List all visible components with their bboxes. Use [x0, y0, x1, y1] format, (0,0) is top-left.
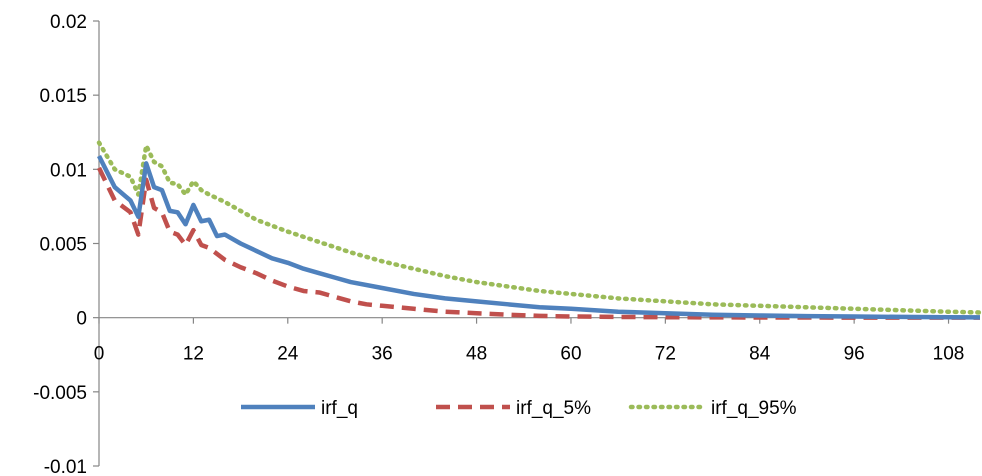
y-tick-label: 0.015 [39, 86, 87, 107]
y-tick-label: 0.005 [39, 235, 87, 256]
x-tick-label: 48 [466, 344, 487, 365]
series-line-irf-q [96, 154, 981, 320]
y-tick-label: -0.005 [33, 383, 87, 404]
y-tick-label: -0.01 [44, 457, 87, 476]
series-line-irf-q-95- [96, 140, 982, 315]
x-tick-label: 96 [844, 344, 865, 365]
x-tick-label: 0 [94, 344, 105, 365]
y-tick-label: 0 [76, 309, 87, 330]
series-line-irf-q-5- [96, 166, 980, 320]
legend-label: irf_q_95% [711, 398, 797, 419]
x-tick-label: 60 [560, 344, 581, 365]
x-tick-label: 108 [933, 344, 965, 365]
x-tick-label: 12 [183, 344, 204, 365]
y-tick-label: 0.02 [50, 12, 87, 33]
legend-label: irf_q [321, 398, 358, 419]
x-tick-label: 24 [277, 344, 299, 365]
x-tick-label: 84 [749, 344, 771, 365]
legend-label: irf_q_5% [516, 398, 591, 419]
series-lines [96, 140, 982, 320]
x-tick-label: 36 [372, 344, 393, 365]
y-axis: -0.01 -0.005 0 0.005 0.01 0.015 0.02 [33, 12, 100, 476]
legend: irf_q irf_q_5% irf_q_95% [241, 398, 797, 419]
x-tick-label: 72 [655, 344, 676, 365]
x-axis: 0 12 24 36 48 60 72 84 96 108 [94, 317, 980, 365]
y-tick-label: 0.01 [50, 160, 87, 181]
